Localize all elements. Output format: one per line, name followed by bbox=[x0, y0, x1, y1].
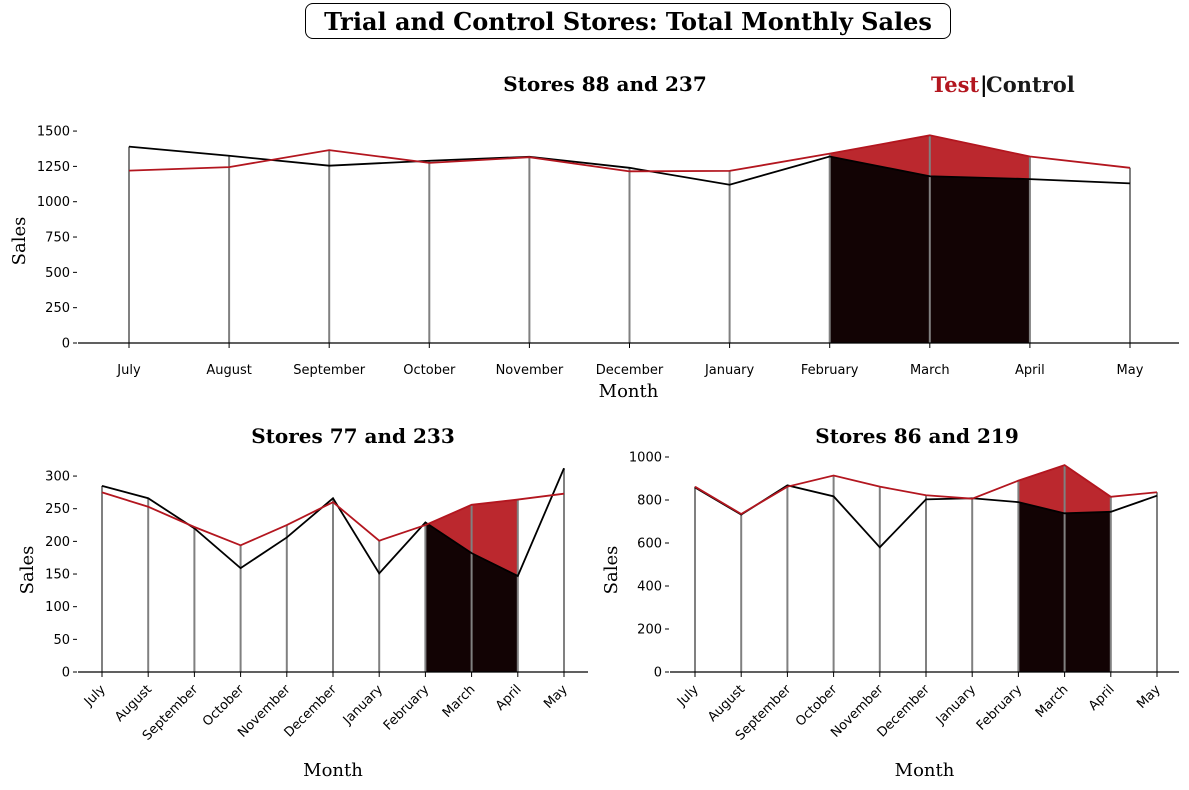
y-tick-label: 250 bbox=[45, 502, 70, 517]
y-tick-label: 0 bbox=[62, 337, 70, 352]
control-series-line bbox=[128, 145, 1131, 186]
x-tick-label: November bbox=[496, 363, 564, 378]
y-tick-label: 0 bbox=[62, 666, 70, 681]
x-tick-label: April bbox=[1086, 682, 1118, 714]
x-tick-label: February bbox=[801, 363, 859, 378]
x-tick-label: February bbox=[974, 682, 1026, 734]
legend-control-label: Control bbox=[986, 72, 1075, 97]
x-tick-label: March bbox=[910, 363, 950, 378]
figure-title: Trial and Control Stores: Total Monthly … bbox=[305, 3, 951, 39]
x-tick-label: January bbox=[704, 363, 755, 378]
control-series-line bbox=[101, 467, 565, 578]
x-tick-label: May bbox=[541, 682, 571, 712]
x-tick-label: December bbox=[596, 363, 664, 378]
test-series-line bbox=[101, 491, 565, 547]
y-axis-label: Sales bbox=[9, 217, 30, 266]
y-axis-label: Sales bbox=[17, 546, 38, 595]
chart-panel-stores-88-237: 0 250 500 750 1000 1250 1500 July August Septembe… bbox=[9, 72, 1179, 402]
y-tick-label: 1500 bbox=[37, 125, 70, 140]
y-tick-label: 500 bbox=[45, 266, 70, 281]
y-axis-label: Sales bbox=[601, 546, 622, 595]
y-tick-label: 1000 bbox=[37, 195, 70, 210]
chart-title: Stores 88 and 237 bbox=[503, 72, 707, 96]
x-tick-label: May bbox=[1134, 682, 1164, 712]
y-tick-label: 400 bbox=[637, 580, 662, 595]
x-tick-label: May bbox=[1117, 363, 1144, 378]
y-tick-label: 150 bbox=[45, 568, 70, 583]
y-tick-label: 250 bbox=[45, 301, 70, 316]
x-tick-label: October bbox=[403, 363, 456, 378]
x-tick-label: August bbox=[705, 682, 748, 725]
x-tick-label: March bbox=[1033, 682, 1072, 721]
y-tick-label: 0 bbox=[654, 666, 662, 681]
y-tick-label: 800 bbox=[637, 494, 662, 509]
y-tick-label: 200 bbox=[45, 535, 70, 550]
y-tick-label: 1250 bbox=[37, 160, 70, 175]
y-tick-label: 750 bbox=[45, 231, 70, 246]
y-tick-label: 100 bbox=[45, 600, 70, 615]
x-tick-label: April bbox=[493, 682, 525, 714]
x-tick-label: January bbox=[933, 682, 979, 728]
x-axis-label: Month bbox=[895, 760, 955, 781]
y-tick-label: 200 bbox=[637, 623, 662, 638]
chart-title: Stores 77 and 233 bbox=[251, 424, 455, 448]
x-tick-label: July bbox=[674, 682, 702, 710]
x-tick-label: August bbox=[206, 363, 252, 378]
y-tick-label: 50 bbox=[53, 633, 70, 648]
chart-title: Stores 86 and 219 bbox=[815, 424, 1019, 448]
x-tick-label: September bbox=[293, 363, 366, 378]
x-tick-label: July bbox=[116, 363, 141, 378]
legend: Test | Control bbox=[931, 72, 1075, 97]
y-tick-label: 300 bbox=[45, 470, 70, 485]
x-tick-label: February bbox=[381, 682, 433, 734]
x-tick-label: October bbox=[793, 682, 841, 730]
x-tick-label: January bbox=[340, 682, 386, 728]
y-tick-label: 600 bbox=[637, 537, 662, 552]
y-tick-label: 1000 bbox=[629, 451, 662, 466]
x-axis-label: Month bbox=[303, 760, 363, 781]
x-axis-label: Month bbox=[599, 381, 659, 402]
legend-test-label: Test bbox=[931, 72, 979, 97]
test-series-line bbox=[694, 464, 1158, 516]
x-tick-label: August bbox=[112, 682, 155, 725]
legend-separator: | bbox=[980, 72, 988, 97]
x-tick-label: July bbox=[81, 682, 109, 710]
x-tick-label: October bbox=[200, 682, 248, 730]
x-tick-label: April bbox=[1015, 363, 1045, 378]
x-tick-label: March bbox=[440, 682, 479, 721]
test-series-line bbox=[128, 134, 1131, 173]
